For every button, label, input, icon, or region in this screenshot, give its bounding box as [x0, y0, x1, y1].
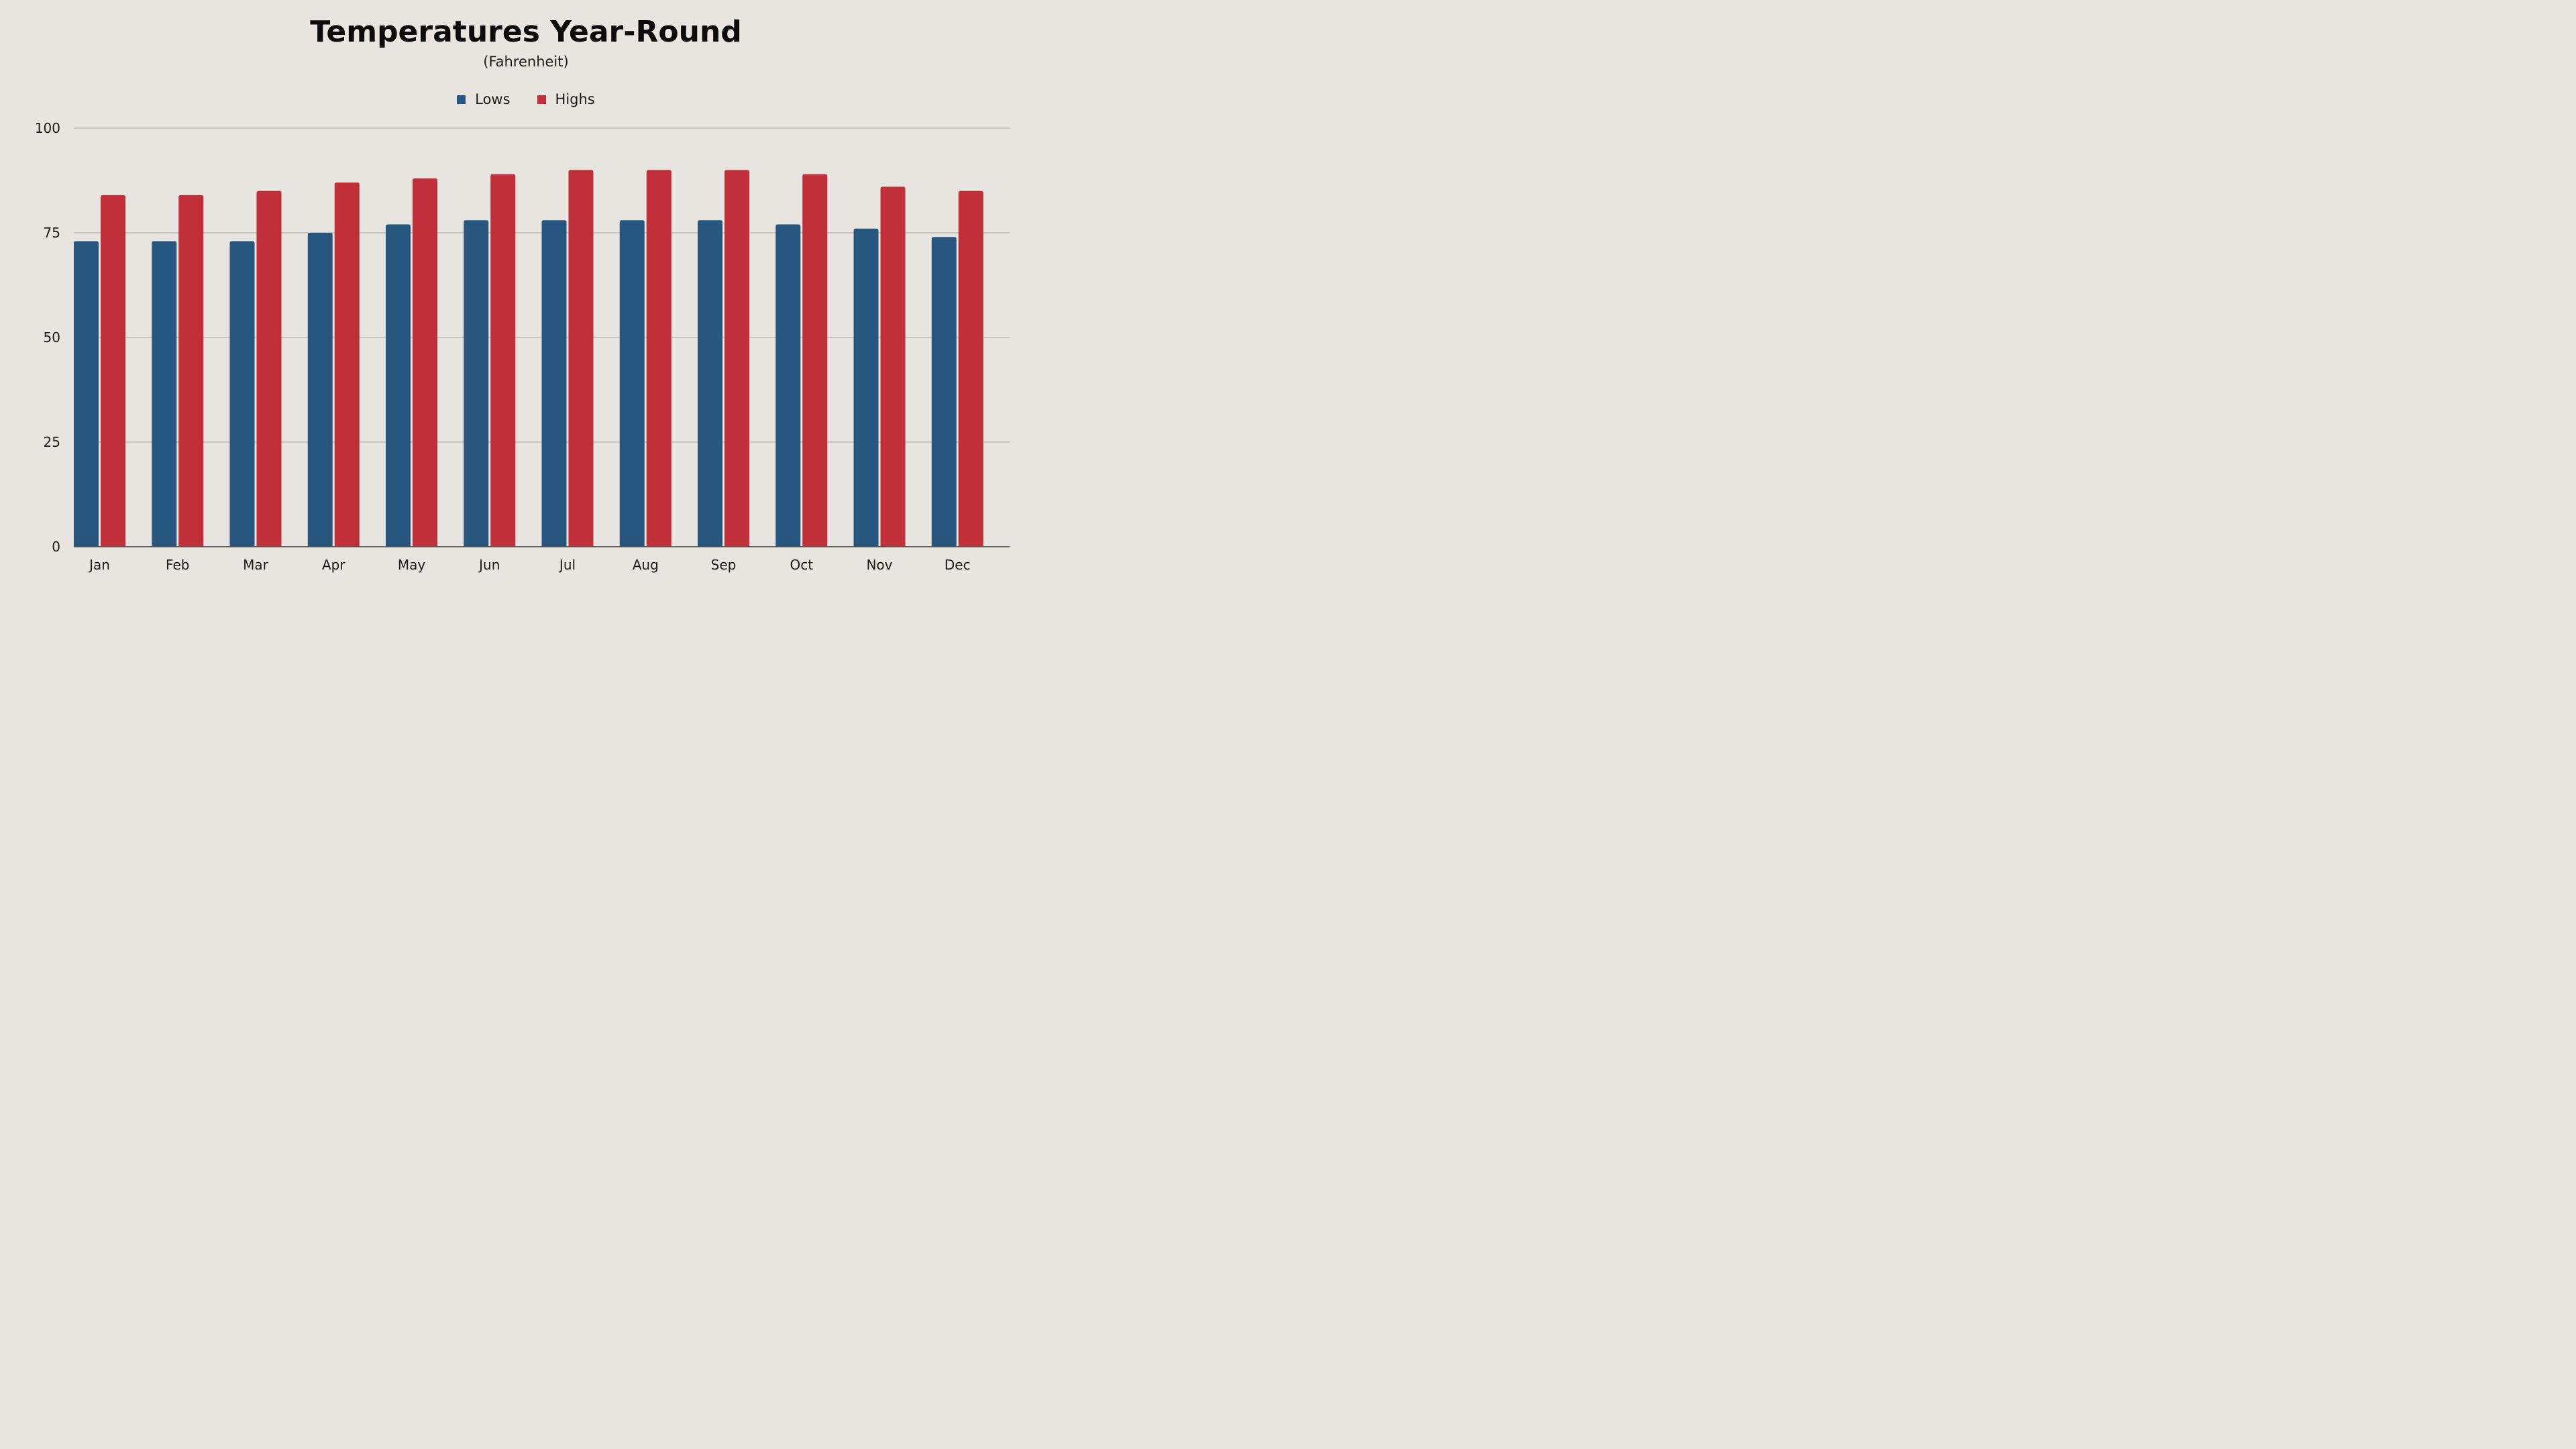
x-tick-label: May: [398, 557, 426, 573]
x-tick-label: Nov: [866, 557, 892, 573]
bar-highs-jan: [101, 195, 125, 547]
bar-lows-apr: [307, 233, 333, 547]
bar-highs-may: [413, 178, 437, 547]
y-tick-label: 25: [44, 434, 60, 450]
x-tick-label: Jan: [88, 557, 110, 573]
bar-lows-aug: [619, 220, 645, 547]
bar-highs-apr: [334, 182, 360, 547]
chart-legend: Lows Highs: [0, 91, 1052, 107]
x-tick-label: Mar: [243, 557, 269, 573]
bar-highs-mar: [256, 191, 282, 547]
plot-area: 0 25 50 75 100 Jan Feb Mar Apr May Jun Jul Aug Sep Oct…: [35, 120, 1010, 573]
x-tick-label: Dec: [945, 557, 971, 573]
bar-lows-jan: [74, 241, 99, 547]
bar-highs-feb: [178, 195, 204, 547]
y-tick-label: 100: [35, 120, 60, 136]
bar-lows-feb: [152, 241, 177, 547]
bar-highs-sep: [724, 170, 749, 547]
y-tick-label: 50: [44, 329, 60, 345]
chart-title: Temperatures Year-Round: [310, 15, 742, 49]
x-tick-label: Feb: [166, 557, 189, 573]
x-tick-label: Apr: [322, 557, 345, 573]
bar-lows-dec: [931, 237, 957, 547]
bar-lows-nov: [853, 228, 879, 547]
legend-label-lows: Lows: [475, 91, 511, 107]
x-tick-label: Jul: [558, 557, 576, 573]
bar-highs-nov: [880, 186, 906, 547]
x-tick-label: Sep: [711, 557, 737, 573]
bar-highs-oct: [802, 174, 828, 547]
legend-label-highs: Highs: [555, 91, 595, 107]
legend-item-lows: Lows: [457, 91, 511, 107]
bar-highs-dec: [958, 191, 983, 547]
bar-lows-jun: [464, 220, 489, 547]
legend-swatch-highs: [537, 95, 546, 104]
x-tick-label: Aug: [633, 557, 659, 573]
bar-lows-may: [386, 224, 411, 547]
y-tick-label: 75: [44, 225, 60, 241]
legend-item-highs: Highs: [537, 91, 595, 107]
bar-lows-sep: [698, 220, 722, 547]
bar-lows-oct: [775, 224, 801, 547]
bar-highs-jun: [490, 174, 516, 547]
x-tick-label: Oct: [790, 557, 813, 573]
bar-highs-aug: [646, 170, 672, 547]
y-tick-label: 0: [52, 539, 60, 555]
legend-swatch-lows: [457, 95, 466, 104]
chart-subtitle: (Fahrenheit): [483, 54, 569, 70]
bar-highs-jul: [568, 170, 594, 547]
x-tick-label: Jun: [478, 557, 500, 573]
chart-container: Temperatures Year-Round (Fahrenheit) Low…: [0, 0, 1052, 592]
bar-lows-jul: [541, 220, 567, 547]
bar-lows-mar: [229, 241, 255, 547]
